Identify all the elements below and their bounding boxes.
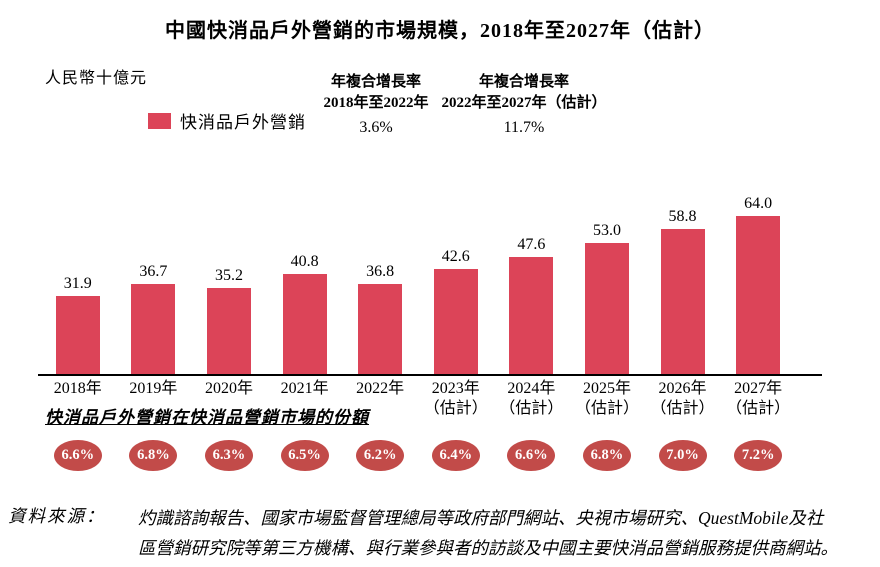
share-badge: 7.0% <box>658 440 707 471</box>
bar <box>509 257 554 375</box>
share-note: 快消品戶外營銷在快消品營銷市場的份額 <box>45 408 369 427</box>
bar-value-label: 47.6 <box>517 236 546 253</box>
bar-value-label: 42.6 <box>441 248 470 265</box>
cagr-period: 2022年至2027年（估計） <box>441 95 607 111</box>
cagr-value: 3.6% <box>359 119 393 136</box>
bar-group: 58.8 <box>645 208 721 375</box>
x-tick-note: （估計） <box>726 400 791 417</box>
share-badge: 6.8% <box>129 440 178 471</box>
cagr-value: 11.7% <box>503 119 545 136</box>
x-tick-label: 2027年 （估計） <box>720 379 796 419</box>
bar <box>282 274 327 375</box>
share-badge: 6.6% <box>507 440 556 471</box>
x-tick-note: （估計） <box>423 400 488 417</box>
bar-group: 36.7 <box>116 263 192 375</box>
share-badge: 6.3% <box>204 440 253 471</box>
share-badge: 7.2% <box>734 440 783 471</box>
cagr-heading: 年複合增長率 <box>330 74 421 90</box>
bar-group: 42.6 <box>418 248 494 375</box>
cagr-block-2018-2022: 年複合增長率 2018年至2022年 3.6% <box>276 72 476 137</box>
bar-group: 64.0 <box>720 195 796 375</box>
x-tick-label: 2021年 <box>280 380 329 397</box>
legend-label: 快消品戶外營銷 <box>180 113 306 132</box>
share-badges-row: 6.6% 6.8% 6.3% 6.5% 6.2% 6.4% 6.6% 6.8% 7.0% 7.2% <box>40 440 796 471</box>
bar-group: 36.8 <box>342 263 418 375</box>
x-tick-note: （估計） <box>574 400 639 417</box>
x-tick-note: （估計） <box>499 400 564 417</box>
bar-value-label: 58.8 <box>668 208 697 225</box>
y-axis-unit-label: 人民幣十億元 <box>45 70 148 87</box>
x-axis-labels: 2018年 2019年 2020年 2021年 2022年 2023年 （估計） 2024年（… <box>40 379 796 419</box>
bar-value-label: 36.7 <box>139 263 168 280</box>
x-tick-label: 2024年 （估計） <box>494 379 570 419</box>
cagr-heading: 年複合增長率 <box>478 74 569 90</box>
bar-value-label: 36.8 <box>366 263 395 280</box>
bar-value-label: 31.9 <box>63 275 92 292</box>
share-badge: 6.8% <box>582 440 631 471</box>
source-line-2: 區營銷研究院等第三方機構、與行業參與者的訪談及中國主要快消品營銷服務提供商網站。 <box>138 538 838 558</box>
share-badge: 6.2% <box>356 440 405 471</box>
bar-group: 53.0 <box>569 222 645 375</box>
source-line-1: 灼識諮詢報告、國家市場監督管理總局等政府部門網站、央視市場研究、QuestMob… <box>138 508 824 528</box>
x-tick-label: 2025年 （估計） <box>569 379 645 419</box>
x-tick-label: 2020年 <box>204 380 253 397</box>
bar <box>206 288 251 375</box>
bar-value-label: 64.0 <box>744 195 773 212</box>
x-tick-label: 2026年 （估計） <box>645 379 721 419</box>
cagr-block-2022-2027: 年複合增長率 2022年至2027年（估計） 11.7% <box>414 72 634 137</box>
bar <box>358 284 403 375</box>
bar <box>736 216 781 375</box>
x-tick-label: 2023年 （估計） <box>418 379 494 419</box>
cagr-period: 2018年至2022年 <box>323 95 429 111</box>
share-badge: 6.5% <box>280 440 329 471</box>
x-tick-label: 2022年 <box>356 380 405 397</box>
source-label: 資料來源： <box>8 506 106 526</box>
source-text: 灼識諮詢報告、國家市場監督管理總局等政府部門網站、央視市場研究、QuestMob… <box>138 503 838 563</box>
chart-title: 中國快消品戶外營銷的市場規模，2018年至2027年（估計） <box>165 20 715 42</box>
x-tick-label: 2018年 <box>53 380 102 397</box>
share-badge: 6.6% <box>53 440 102 471</box>
share-badge: 6.4% <box>431 440 480 471</box>
bar <box>55 296 100 375</box>
bar <box>660 229 705 375</box>
bar-value-label: 53.0 <box>592 222 621 239</box>
legend-swatch-icon <box>148 112 171 129</box>
bar-group: 35.2 <box>191 267 267 375</box>
bar-value-label: 40.8 <box>290 253 319 270</box>
bar <box>131 284 176 375</box>
bar-chart: 31.9 36.7 35.2 40.8 36.8 42.6 47.6 53.0 58.8 64.0 <box>40 190 796 375</box>
bar <box>433 269 478 375</box>
bar-group: 47.6 <box>494 236 570 375</box>
source-note: 資料來源： 灼識諮詢報告、國家市場監督管理總局等政府部門網站、央視市場研究、Qu… <box>8 503 876 563</box>
bar-value-label: 35.2 <box>214 267 243 284</box>
x-tick-note: （估計） <box>650 400 715 417</box>
x-tick-label: 2019年 <box>129 380 178 397</box>
bar <box>584 243 629 375</box>
bar-group: 31.9 <box>40 275 116 375</box>
chart-legend: 快消品戶外營銷 <box>148 108 306 133</box>
bar-group: 40.8 <box>267 253 343 375</box>
x-axis-line <box>38 374 822 376</box>
